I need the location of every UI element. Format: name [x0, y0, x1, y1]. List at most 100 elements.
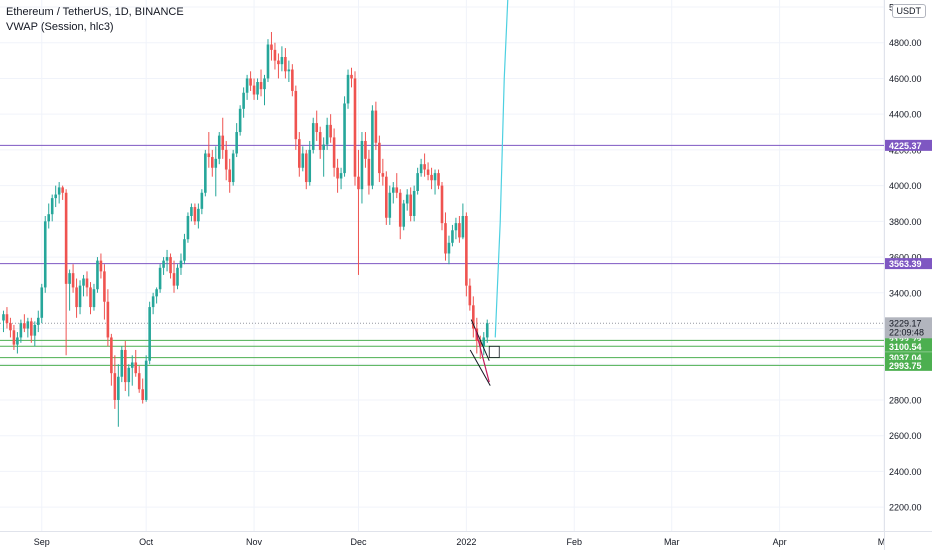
candle — [19, 319, 23, 343]
candle-body — [430, 174, 433, 181]
candle — [378, 135, 381, 183]
candle — [193, 203, 197, 225]
candle-body — [329, 124, 332, 138]
candlestick-chart[interactable] — [0, 0, 884, 531]
candle-body — [437, 173, 440, 186]
symbol-title[interactable]: Ethereum / TetherUS, 1D, BINANCE — [6, 6, 184, 18]
candle — [440, 182, 444, 231]
candle — [82, 274, 85, 297]
candle — [235, 123, 238, 158]
candle-body — [409, 194, 412, 216]
candle — [405, 189, 409, 211]
candle — [298, 132, 301, 177]
candle — [130, 355, 134, 386]
candle — [266, 39, 270, 83]
candle-body — [280, 57, 284, 65]
candle — [57, 182, 61, 204]
candle-body — [75, 287, 78, 308]
candle-body — [346, 74, 350, 104]
candle-body — [172, 273, 176, 286]
candle-body — [85, 278, 89, 288]
candle-body — [277, 60, 280, 65]
candle-body — [402, 203, 406, 227]
candle — [165, 249, 169, 272]
candle-body — [350, 74, 353, 79]
candle — [301, 146, 305, 172]
candle-body — [169, 257, 172, 274]
candle-body — [256, 82, 259, 95]
candle — [231, 149, 235, 186]
candle — [148, 301, 151, 365]
candle-body — [165, 257, 169, 261]
chart-plot-area[interactable]: Ethereum / TetherUS, 1D, BINANCE VWAP (S… — [0, 0, 884, 531]
price-label-badge — [885, 334, 932, 346]
candle — [106, 289, 110, 347]
candle — [207, 132, 211, 168]
chart-legend: Ethereum / TetherUS, 1D, BINANCE VWAP (S… — [6, 5, 184, 35]
candle — [238, 105, 242, 136]
candle-body — [294, 90, 298, 140]
trendline-upper — [470, 319, 490, 361]
candles — [2, 32, 489, 427]
candle — [391, 182, 395, 204]
candle — [284, 48, 287, 79]
candle — [75, 278, 78, 318]
candle-body — [204, 153, 207, 193]
candle-body — [141, 389, 144, 400]
candle — [311, 117, 315, 154]
candle-body — [30, 321, 33, 336]
candle — [61, 185, 64, 200]
candle-body — [23, 323, 26, 329]
candle — [96, 257, 99, 293]
candle — [217, 132, 221, 165]
axis-corner — [884, 531, 932, 550]
projection-line — [494, 0, 509, 338]
price-axis[interactable]: 2200.002400.002600.002800.003000.003200.… — [884, 0, 932, 531]
candle — [123, 341, 127, 392]
candle — [273, 42, 277, 70]
candle-body — [89, 287, 92, 308]
candle — [23, 314, 26, 333]
time-tick-label: Nov — [246, 537, 263, 547]
candle — [144, 355, 148, 402]
candle-body — [461, 215, 465, 238]
candle — [444, 212, 447, 261]
candle-body — [339, 173, 343, 179]
candle — [291, 64, 294, 97]
time-axis[interactable]: SepOctNovDec2022FebMarAprMa — [0, 531, 890, 550]
price-label-text: 4225.37 — [889, 141, 922, 151]
price-tick-label: 4800.00 — [889, 38, 922, 48]
candle-body — [137, 373, 141, 390]
candle — [210, 149, 214, 177]
candle — [242, 87, 245, 118]
candle — [315, 110, 319, 141]
currency-button[interactable]: USDT — [891, 4, 926, 18]
candle-body — [304, 153, 308, 183]
candle-body — [47, 214, 51, 222]
price-label-text: 3563.39 — [889, 259, 922, 269]
candle — [151, 292, 155, 315]
candle — [263, 74, 266, 106]
candle-body — [311, 123, 315, 150]
candle — [186, 212, 190, 243]
price-tick-label: 3600.00 — [889, 253, 922, 263]
candle-body — [68, 273, 71, 284]
indicator-label[interactable]: VWAP (Session, hlc3) — [6, 21, 114, 33]
candle-body — [228, 169, 232, 183]
candle-body — [263, 78, 266, 90]
last-price-badge — [885, 317, 932, 339]
candle — [120, 346, 124, 383]
candle — [451, 224, 454, 247]
candle-body — [64, 192, 68, 284]
trendline-red — [474, 328, 490, 383]
candle — [183, 233, 186, 265]
candle-body — [423, 164, 426, 170]
candle-body — [266, 44, 270, 79]
candle-body — [16, 337, 19, 345]
candle — [40, 283, 44, 324]
candle — [200, 189, 204, 215]
price-label-badge — [885, 340, 932, 352]
candle-body — [353, 78, 357, 177]
candle-body — [207, 153, 211, 158]
candle-body — [224, 149, 228, 170]
